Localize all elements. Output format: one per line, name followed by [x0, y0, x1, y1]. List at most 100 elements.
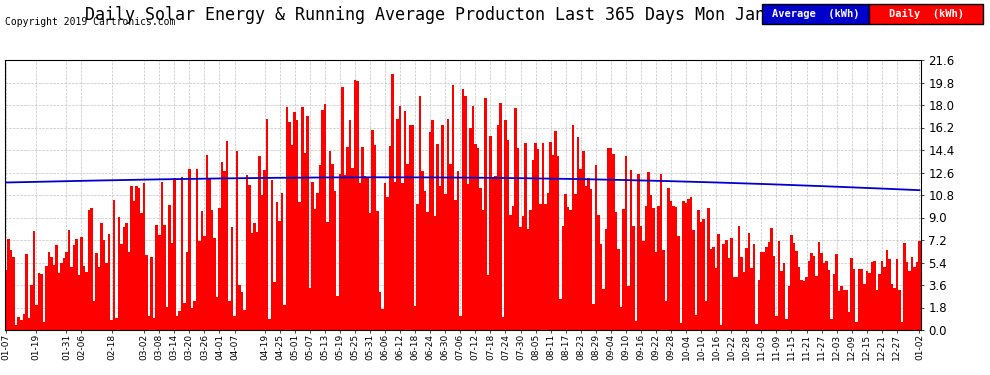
Bar	[180, 177, 183, 330]
Bar	[123, 226, 126, 330]
Bar	[870, 262, 873, 330]
Bar	[108, 234, 110, 330]
Bar	[88, 210, 90, 330]
Bar	[667, 188, 670, 330]
Bar	[198, 242, 201, 330]
Bar	[778, 241, 780, 330]
Bar	[128, 252, 131, 330]
Bar	[258, 156, 260, 330]
Bar	[715, 268, 718, 330]
Bar	[499, 103, 502, 330]
Bar	[291, 145, 293, 330]
Bar	[260, 195, 263, 330]
Bar	[514, 108, 517, 330]
Bar	[860, 269, 863, 330]
Bar	[231, 227, 234, 330]
Bar	[584, 186, 587, 330]
Bar	[446, 119, 449, 330]
Bar	[474, 144, 476, 330]
Bar	[708, 207, 710, 330]
Bar	[424, 190, 427, 330]
Bar	[600, 244, 602, 330]
Bar	[263, 170, 266, 330]
Bar	[461, 88, 464, 330]
Bar	[901, 322, 903, 330]
Bar	[617, 249, 620, 330]
Bar	[747, 233, 750, 330]
Bar	[40, 274, 43, 330]
Bar	[896, 260, 898, 330]
Bar	[525, 143, 527, 330]
Bar	[842, 290, 845, 330]
Bar	[175, 315, 178, 330]
Bar	[627, 286, 630, 330]
Bar	[602, 289, 605, 330]
Bar	[449, 164, 451, 330]
Bar	[512, 206, 514, 330]
Bar	[15, 326, 18, 330]
Bar	[785, 319, 788, 330]
Bar	[808, 261, 810, 330]
Bar	[52, 265, 55, 330]
Bar	[77, 275, 80, 330]
Bar	[391, 74, 394, 330]
Bar	[141, 213, 143, 330]
Bar	[489, 136, 492, 330]
Bar	[482, 210, 484, 330]
Bar	[419, 96, 422, 330]
Bar	[818, 242, 821, 330]
Bar	[735, 277, 738, 330]
Bar	[208, 179, 211, 330]
Bar	[50, 257, 52, 330]
Bar	[113, 201, 116, 330]
Bar	[83, 266, 85, 330]
Bar	[451, 85, 454, 330]
Bar	[643, 241, 644, 330]
Bar	[537, 149, 540, 330]
Bar	[324, 104, 326, 330]
Bar	[150, 257, 153, 330]
Bar	[659, 174, 662, 330]
Bar	[146, 255, 148, 330]
Bar	[173, 178, 175, 330]
Bar	[133, 201, 136, 330]
Bar	[314, 210, 316, 330]
Bar	[374, 146, 376, 330]
Bar	[98, 267, 100, 330]
Bar	[299, 202, 301, 330]
Bar	[62, 258, 65, 330]
Bar	[348, 120, 351, 330]
Bar	[321, 110, 324, 330]
Bar	[33, 231, 35, 330]
Bar	[718, 234, 720, 330]
Bar	[484, 98, 487, 330]
Bar	[880, 261, 883, 330]
Bar	[18, 317, 20, 330]
Bar	[38, 273, 40, 330]
Bar	[5, 270, 8, 330]
Bar	[361, 147, 363, 330]
Bar	[826, 261, 828, 330]
Bar	[399, 106, 401, 330]
Bar	[562, 226, 564, 330]
Bar	[841, 286, 842, 330]
Bar	[697, 210, 700, 330]
Bar	[918, 240, 921, 330]
Bar	[155, 225, 158, 330]
Bar	[587, 178, 589, 330]
Bar	[67, 230, 70, 330]
Bar	[454, 200, 456, 330]
Bar	[831, 320, 833, 330]
Bar	[185, 252, 188, 330]
Bar	[898, 290, 901, 330]
Bar	[153, 318, 155, 330]
Bar	[828, 270, 831, 330]
Bar	[85, 272, 88, 330]
Bar	[126, 224, 128, 330]
Bar	[725, 240, 728, 330]
Bar	[121, 244, 123, 330]
Bar	[775, 316, 778, 330]
Bar	[356, 81, 358, 330]
Bar	[95, 253, 98, 330]
Bar	[848, 312, 850, 330]
